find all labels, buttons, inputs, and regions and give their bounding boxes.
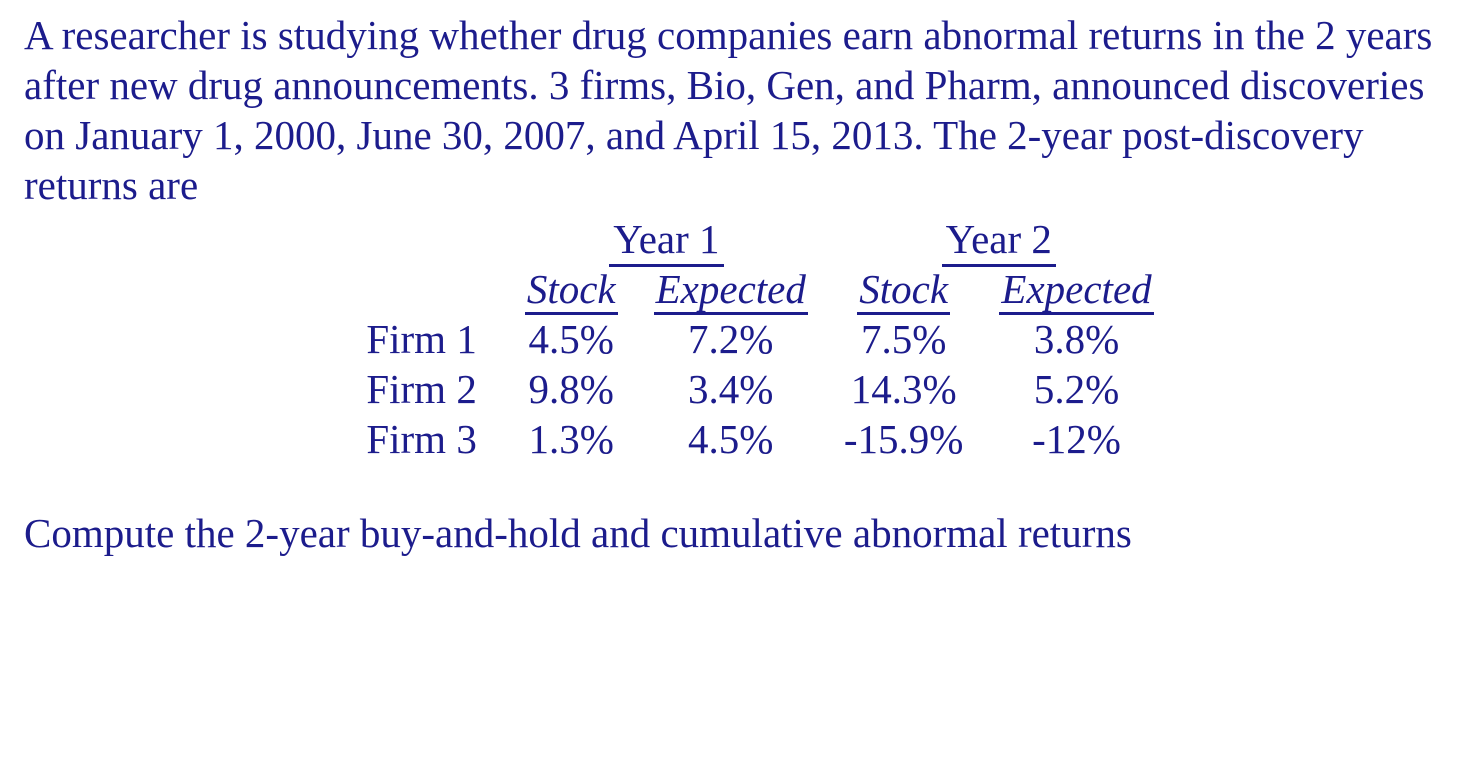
blank-cell — [286, 214, 507, 264]
table-row: Firm 3 1.3% 4.5% -15.9% -12% — [286, 414, 1171, 464]
cell: 3.4% — [636, 364, 826, 414]
cell: -15.9% — [826, 414, 982, 464]
problem-statement: A researcher is studying whether drug co… — [0, 0, 1458, 582]
year2-header: Year 2 — [826, 214, 1172, 264]
blank-cell — [286, 264, 507, 314]
intro-paragraph: A researcher is studying whether drug co… — [24, 10, 1434, 210]
row-label: Firm 3 — [286, 414, 507, 464]
col-stock-y2: Stock — [826, 264, 982, 314]
sub-header-row: Stock Expected Stock Expected — [286, 264, 1171, 314]
cell: 7.5% — [826, 314, 982, 364]
cell: 14.3% — [826, 364, 982, 414]
table-row: Firm 2 9.8% 3.4% 14.3% 5.2% — [286, 364, 1171, 414]
cell: 4.5% — [636, 414, 826, 464]
col-stock-y1: Stock — [507, 264, 636, 314]
cell: 1.3% — [507, 414, 636, 464]
returns-table: Year 1 Year 2 Stock Expected Stock Expec… — [286, 214, 1171, 464]
year-header-row: Year 1 Year 2 — [286, 214, 1171, 264]
col-expected-y2: Expected — [981, 264, 1171, 314]
year1-header: Year 1 — [507, 214, 826, 264]
cell: 3.8% — [981, 314, 1171, 364]
cell: 7.2% — [636, 314, 826, 364]
cell: 5.2% — [981, 364, 1171, 414]
table-row: Firm 1 4.5% 7.2% 7.5% 3.8% — [286, 314, 1171, 364]
cell: 9.8% — [507, 364, 636, 414]
row-label: Firm 2 — [286, 364, 507, 414]
question-paragraph: Compute the 2-year buy-and-hold and cumu… — [24, 508, 1434, 558]
row-label: Firm 1 — [286, 314, 507, 364]
col-expected-y1: Expected — [636, 264, 826, 314]
cell: 4.5% — [507, 314, 636, 364]
cell: -12% — [981, 414, 1171, 464]
